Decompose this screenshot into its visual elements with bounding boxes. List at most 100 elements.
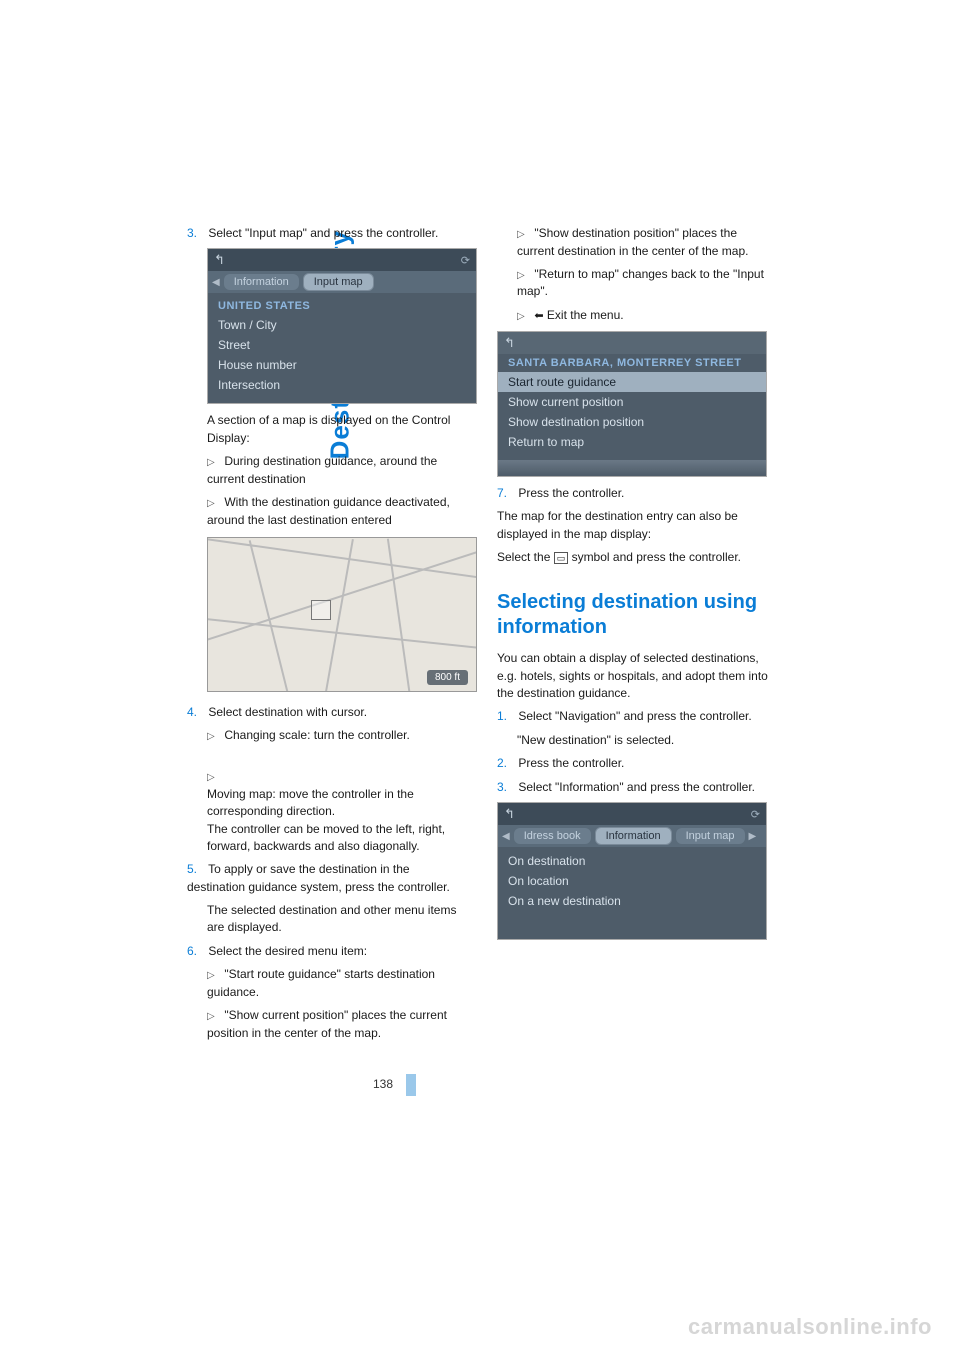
- chevron-right-icon: ▶: [749, 831, 757, 842]
- map-scale-label: 800 ft: [427, 670, 468, 685]
- step-6: 6. Select the desired menu item:: [187, 943, 467, 960]
- bullet-item: ▷ ⬅ Exit the menu.: [517, 307, 777, 325]
- triangle-bullet-icon: ▷: [207, 1010, 221, 1025]
- ss-tabrow: ◀ Information Input map: [208, 271, 476, 293]
- map-cursor-icon: [311, 600, 331, 620]
- step-text: To apply or save the destination in the …: [187, 862, 450, 893]
- back-icon: ↰: [214, 252, 225, 268]
- step-number: 2.: [497, 755, 515, 772]
- refresh-icon: ⟳: [751, 808, 760, 821]
- left-column: 3. Select "Input map" and press the cont…: [187, 225, 467, 1048]
- ss-row: Intersection: [208, 375, 476, 395]
- triangle-bullet-icon: ▷: [207, 730, 221, 745]
- ss-row: [498, 911, 766, 931]
- screenshot-input-map: ↰ ⟳ ◀ Information Input map UNITED STATE…: [207, 248, 477, 404]
- refresh-icon: ⟳: [461, 254, 470, 267]
- step-text: Press the controller.: [518, 756, 624, 770]
- triangle-bullet-icon: ▷: [517, 228, 531, 243]
- bullet-text: With the destination guidance deactivate…: [207, 495, 450, 527]
- paragraph: You can obtain a display of selected des…: [497, 650, 777, 702]
- bullet-item: ▷ During destination guidance, around th…: [207, 453, 467, 488]
- ss-tab: Information: [224, 274, 299, 290]
- bullet-item: ▷ Changing scale: turn the controller.: [207, 727, 467, 745]
- bullet-item: ▷ With the destination guidance deactiva…: [207, 494, 467, 529]
- paragraph: The selected destination and other menu …: [207, 902, 467, 937]
- step-text: Select destination with cursor.: [208, 705, 367, 719]
- page-number-bar: [406, 1074, 416, 1096]
- exit-arrow-icon: ⬅: [534, 310, 543, 322]
- triangle-bullet-icon: ▷: [207, 456, 221, 471]
- paragraph: The map for the destination entry can al…: [497, 508, 777, 543]
- ss-header: SANTA BARBARA, MONTERREY STREET: [498, 354, 766, 372]
- step-7: 7. Press the controller.: [497, 485, 777, 502]
- step-number: 4.: [187, 704, 205, 721]
- map-screenshot: 800 ft: [207, 537, 477, 692]
- step-number: 7.: [497, 485, 515, 502]
- step-text: Press the controller.: [518, 486, 624, 500]
- chevron-left-icon: ◀: [212, 277, 220, 288]
- triangle-bullet-icon: ▷: [207, 771, 221, 786]
- step-4: 4. Select destination with cursor.: [187, 704, 467, 721]
- step-number: 3.: [187, 225, 205, 242]
- screenshot-route-menu: ↰ SANTA BARBARA, MONTERREY STREET Start …: [497, 331, 767, 477]
- ss-tab-active: Information: [595, 827, 672, 845]
- ss-row: Street: [208, 335, 476, 355]
- bullet-item: ▷ "Return to map" changes back to the "I…: [517, 266, 777, 301]
- step-2: 2. Press the controller.: [497, 755, 777, 772]
- back-icon: ↰: [504, 806, 515, 822]
- bullet-text: During destination guidance, around the …: [207, 454, 437, 486]
- ss-topbar: ↰: [498, 332, 766, 354]
- triangle-bullet-icon: ▷: [517, 310, 531, 325]
- ss-row: Return to map: [498, 432, 766, 452]
- step-text: Select the desired menu item:: [208, 944, 367, 958]
- step-text: Select "Information" and press the contr…: [518, 780, 755, 794]
- map-symbol-icon: ▭: [554, 552, 569, 564]
- ss-topbar: ↰ ⟳: [208, 249, 476, 271]
- ss-row: Show destination position: [498, 412, 766, 432]
- bullet-text: "Show destination position" places the c…: [517, 226, 748, 258]
- bullet-text: "Return to map" changes back to the "Inp…: [517, 267, 764, 299]
- bullet-text: Exit the menu.: [547, 308, 624, 322]
- paragraph: A section of a map is displayed on the C…: [207, 412, 467, 447]
- triangle-bullet-icon: ▷: [207, 497, 221, 512]
- ss-row: On location: [498, 871, 766, 891]
- paragraph: "New destination" is selected.: [517, 732, 777, 749]
- triangle-bullet-icon: ▷: [207, 969, 221, 984]
- text-fragment: symbol and press the controller.: [572, 550, 741, 564]
- section-heading: Selecting destination using information: [497, 590, 777, 640]
- ss-row: House number: [208, 355, 476, 375]
- text-fragment: Select the: [497, 550, 554, 564]
- ss-row: On a new destination: [498, 891, 766, 911]
- step-number: 6.: [187, 943, 205, 960]
- watermark: carmanualsonline.info: [688, 1314, 932, 1340]
- step-number: 3.: [497, 779, 515, 796]
- chevron-left-icon: ◀: [502, 831, 510, 842]
- right-column: ▷ "Show destination position" places the…: [497, 225, 777, 1048]
- ss-header: UNITED STATES: [208, 297, 476, 315]
- bullet-item: ▷ "Show destination position" places the…: [517, 225, 777, 260]
- ss-topbar: ↰ ⟳: [498, 803, 766, 825]
- page-number-text: 138: [373, 1077, 393, 1091]
- back-icon: ↰: [504, 335, 515, 351]
- step-3: 3. Select "Input map" and press the cont…: [187, 225, 467, 242]
- page-number: 138: [373, 1074, 416, 1096]
- ss-tabrow: ◀ Idress book Information Input map ▶: [498, 825, 766, 847]
- step-text: Select "Navigation" and press the contro…: [518, 709, 751, 723]
- page-content: 3. Select "Input map" and press the cont…: [115, 225, 875, 1048]
- bullet-item: ▷ "Start route guidance" starts destinat…: [207, 966, 467, 1001]
- ss-row: On destination: [498, 851, 766, 871]
- step-3-right: 3. Select "Information" and press the co…: [497, 779, 777, 796]
- bullet-text: Changing scale: turn the controller.: [224, 728, 409, 742]
- step-number: 5.: [187, 861, 205, 878]
- ss-tab-active: Input map: [303, 273, 374, 291]
- step-number: 1.: [497, 708, 515, 725]
- ss-row: Town / City: [208, 315, 476, 335]
- triangle-bullet-icon: ▷: [517, 269, 531, 284]
- ss-tab: Idress book: [514, 828, 591, 844]
- step-5: 5. To apply or save the destination in t…: [187, 861, 467, 896]
- step-1: 1. Select "Navigation" and press the con…: [497, 708, 777, 725]
- step-text: Select "Input map" and press the control…: [208, 226, 438, 240]
- paragraph: Select the ▭ symbol and press the contro…: [497, 549, 777, 566]
- bullet-item: ▷ Moving map: move the controller in the…: [207, 751, 467, 855]
- bullet-text: "Start route guidance" starts destinatio…: [207, 967, 435, 999]
